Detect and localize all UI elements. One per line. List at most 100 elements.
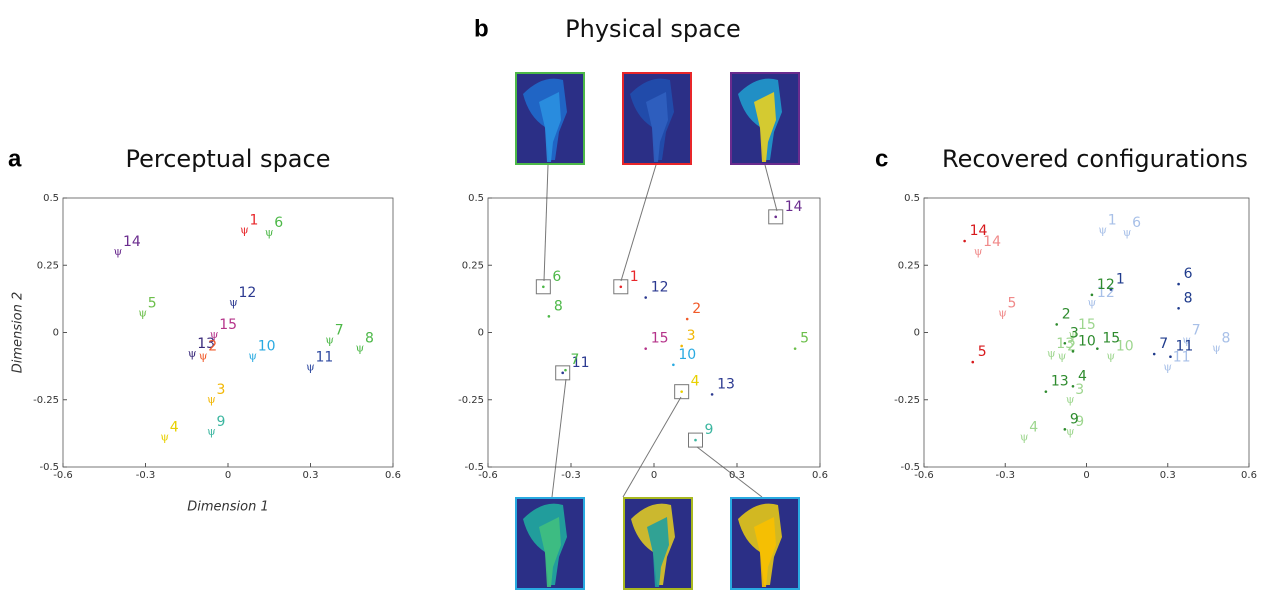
point-label: 5 [800, 331, 809, 347]
point [1071, 350, 1075, 353]
thumbnail [622, 72, 692, 165]
psi-marker: ψ [1020, 430, 1029, 443]
arm-shape [539, 92, 561, 162]
psi-marker: ψ [974, 245, 983, 258]
thumbnail-border [622, 72, 692, 165]
point-label: 9 [217, 414, 226, 430]
point [1169, 355, 1172, 359]
point-label: 7 [1159, 336, 1168, 352]
point [1096, 347, 1099, 350]
highlight-box [674, 384, 690, 400]
psi-marker: ψ [138, 307, 147, 320]
x-tick-label: -0.6 [478, 470, 498, 481]
point-label: 11 [1175, 339, 1193, 355]
point-label: 14 [123, 234, 141, 250]
point-label: 4 [1078, 368, 1087, 384]
point-label: 14 [785, 199, 803, 215]
y-tick-label: -0.5 [464, 462, 484, 473]
thumbnail-border [730, 72, 800, 165]
x-tick-label: -0.6 [53, 470, 73, 481]
x-axis-label: Dimension 1 [187, 500, 269, 515]
psi-marker: ψ [160, 430, 169, 443]
psi-marker: ψ [114, 245, 123, 258]
y-tick-label: 0.5 [468, 193, 484, 204]
y-tick-label: 0.25 [462, 260, 484, 271]
arm-shape [647, 517, 669, 587]
point-label: 12 [651, 280, 669, 296]
x-tick-label: 0 [651, 470, 657, 481]
x-tick-label: 0.6 [385, 470, 401, 481]
point [1152, 352, 1156, 356]
point-label: 11 [572, 355, 590, 371]
y-tick-label: 0.25 [898, 260, 920, 271]
y-tick-label: -0.25 [33, 395, 59, 406]
point-label: 4 [1029, 419, 1038, 435]
point-label: 2 [208, 339, 217, 355]
psi-marker: ψ [1088, 296, 1097, 309]
psi-marker: ψ [1163, 360, 1172, 373]
highlight-box [613, 279, 629, 295]
point-label: 8 [554, 298, 563, 314]
point-label: 14 [970, 223, 988, 239]
x-tick-label: -0.3 [136, 470, 156, 481]
point-label: 5 [978, 344, 987, 360]
point [1063, 341, 1067, 345]
x-tick-label: -0.3 [995, 470, 1015, 481]
point-label: 10 [258, 339, 276, 355]
point-label: 5 [1008, 296, 1017, 312]
point-label: 1 [250, 212, 259, 228]
highlight-box [768, 209, 784, 225]
point [644, 296, 647, 299]
x-tick-label: 0.6 [1241, 470, 1257, 481]
arm-shape [754, 92, 776, 162]
psi-marker: ψ [210, 328, 219, 341]
point [1071, 385, 1075, 388]
point [680, 390, 683, 393]
panel-title: Recovered configurations [942, 145, 1248, 173]
x-tick-label: 0.6 [812, 470, 828, 481]
thumbnail-border [515, 497, 585, 590]
psi-marker: ψ [998, 307, 1007, 320]
y-axis-label: Dimension 2 [11, 292, 26, 374]
x-tick-label: 0.3 [303, 470, 319, 481]
y-tick-label: -0.5 [900, 462, 920, 473]
psi-marker: ψ [356, 342, 365, 355]
point [547, 315, 551, 318]
thumbnail-border [730, 497, 800, 590]
psi-marker: ψ [229, 296, 238, 309]
point-label: 3 [217, 382, 226, 398]
point [774, 215, 778, 219]
psi-marker: ψ [1182, 334, 1191, 347]
y-tick-label: 0 [53, 328, 59, 339]
x-tick-label: 0.3 [1160, 470, 1176, 481]
psi-marker: ψ [1212, 342, 1221, 355]
psi-marker: ψ [1058, 350, 1067, 363]
thumbnail [515, 72, 585, 165]
psi-marker: ψ [306, 360, 315, 373]
thumbnail [730, 497, 800, 590]
point [685, 317, 689, 321]
point-label: 8 [1184, 290, 1193, 306]
point [1044, 390, 1048, 393]
psi-marker: ψ [1066, 393, 1075, 406]
x-tick-label: 0.3 [729, 470, 745, 481]
point-label: 14 [983, 234, 1001, 250]
point [1063, 428, 1067, 431]
point-label: 4 [691, 374, 700, 390]
point [793, 347, 797, 350]
point-label: 7 [1192, 323, 1201, 339]
point-label: 3 [1070, 325, 1079, 341]
psi-marker: ψ [1098, 223, 1107, 236]
panel-label: a [8, 145, 22, 172]
point [680, 344, 683, 348]
thumbnails [515, 72, 800, 590]
highlight-box [555, 365, 571, 381]
x-tick-label: -0.3 [561, 470, 581, 481]
highlight-box [688, 432, 703, 448]
y-tick-label: -0.25 [458, 395, 484, 406]
thumbnail-border [623, 497, 693, 590]
point-label: 7 [335, 323, 344, 339]
psi-marker: ψ [188, 347, 197, 360]
point-label: 13 [197, 336, 215, 352]
point-label: 12 [1097, 277, 1115, 293]
